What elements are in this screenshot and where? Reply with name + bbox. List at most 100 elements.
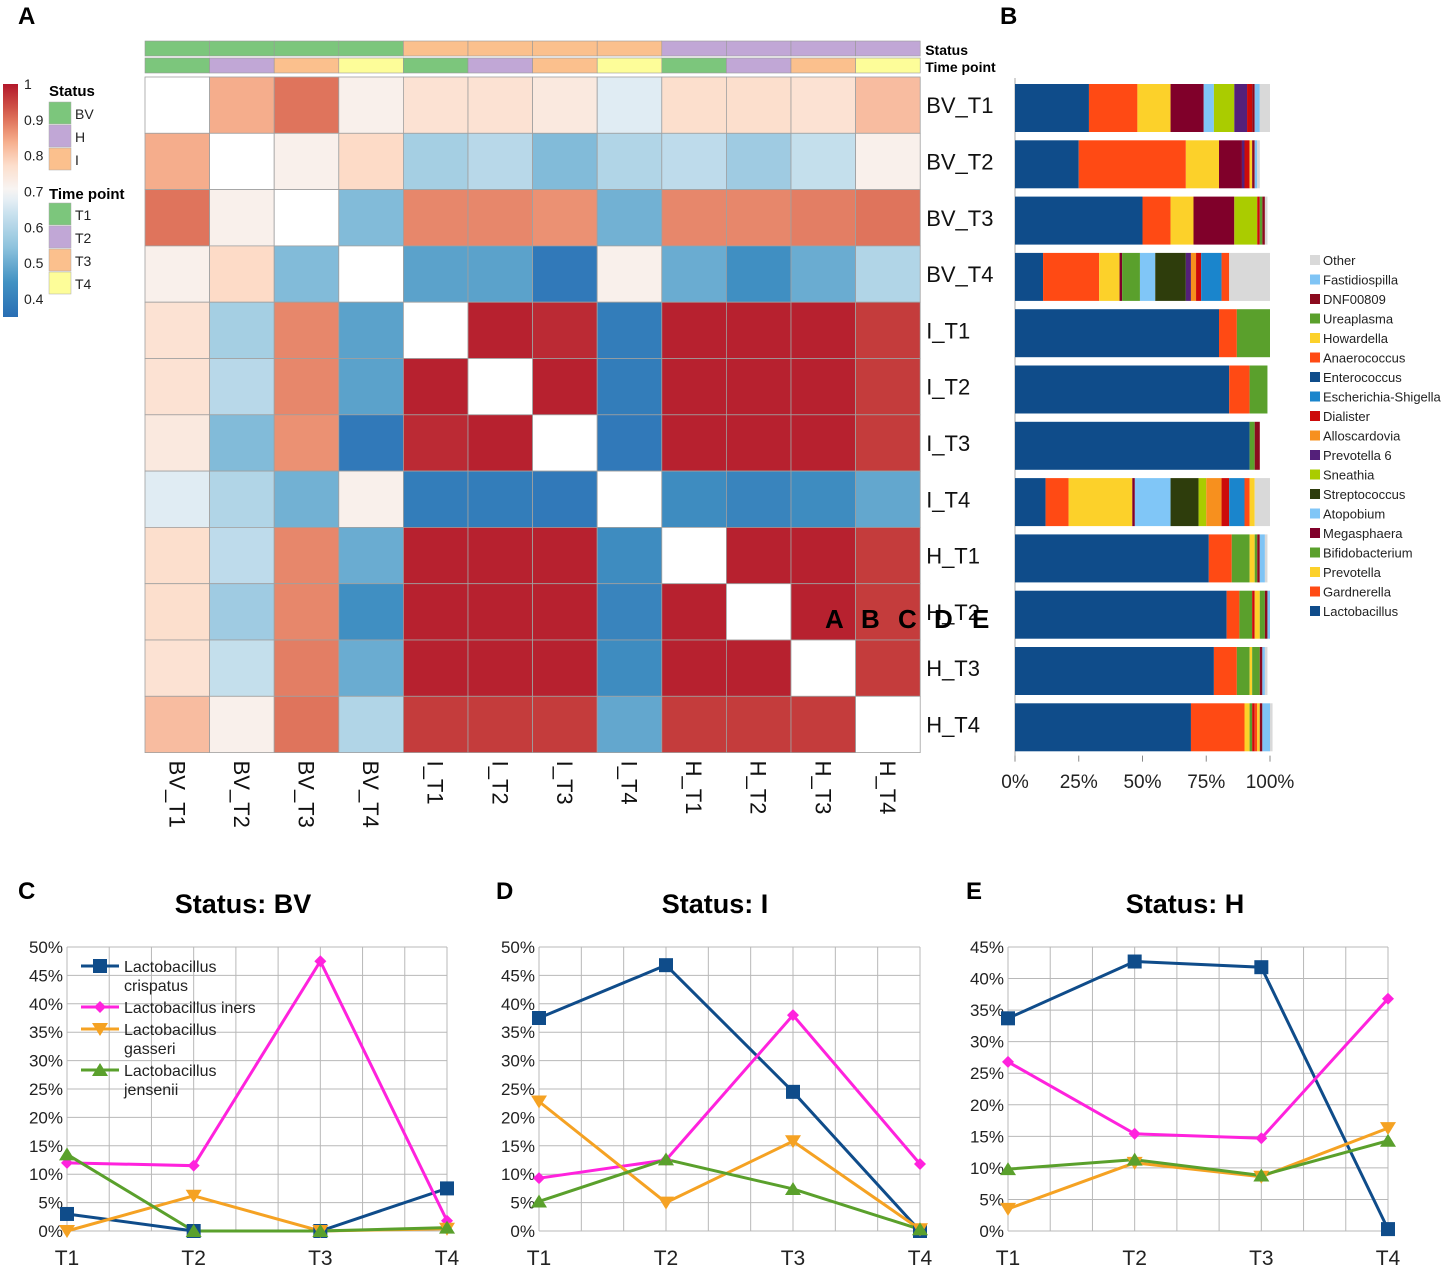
heatmap-cell (596, 695, 663, 753)
stacked-bar-segment (1259, 647, 1263, 695)
stacked-bar-segment (1249, 421, 1255, 470)
heatmap-cell (855, 414, 921, 472)
y-tick-label: 10% (970, 1159, 1004, 1178)
x-tick-label: 50% (1123, 772, 1161, 793)
timepoint-annotation-cell (532, 57, 598, 74)
heatmap-cell (338, 695, 404, 753)
stacked-bar-segment (1257, 703, 1260, 752)
heatmap-col-label: BV_T2 (229, 761, 254, 828)
stacked-bar-segment (1201, 252, 1222, 301)
series-line (66, 958, 449, 1222)
stacked-bar-segment (1119, 252, 1123, 301)
status-annotation-cell (467, 40, 533, 57)
data-point-triangle-down (1380, 1122, 1396, 1136)
legend-swatch (1310, 606, 1320, 616)
heatmap-cell (273, 358, 340, 416)
stacked-bar-segment (1043, 252, 1100, 301)
stacked-bar-segment (1015, 421, 1250, 470)
stray-letter-d: D (934, 604, 953, 634)
heatmap-cell (790, 358, 856, 416)
timepoint-annotation-cell (403, 57, 469, 74)
heatmap-cell (402, 527, 469, 585)
heatmap-cell (596, 76, 663, 134)
legend-swatch (1310, 547, 1320, 558)
heatmap-row-label: BV_T3 (926, 206, 993, 231)
data-point-square (1254, 960, 1269, 975)
heatmap-cell (855, 132, 921, 191)
stacked-bar-segment (1254, 534, 1258, 583)
data-point-diamond (187, 1159, 200, 1172)
heatmap-cell (144, 358, 210, 416)
legend-label: Lactobacillus (1323, 604, 1399, 619)
heatmap-cell (596, 470, 663, 528)
legend-swatch (1310, 255, 1320, 265)
heatmap-cell (726, 583, 792, 641)
stacked-bar-segment (1219, 140, 1242, 189)
timepoint-annotation-cell (338, 57, 404, 74)
legend-label: Howardella (1323, 331, 1389, 346)
legend-swatch (1310, 450, 1320, 460)
x-tick-label: 100% (1246, 772, 1295, 793)
legend-swatch (1310, 469, 1320, 480)
data-point-square (1001, 1011, 1015, 1026)
stacked-bar-segment (1221, 252, 1230, 301)
data-point-triangle-up (1126, 1152, 1143, 1166)
legend-label: Anaerococcus (1323, 351, 1406, 366)
timepoint-annotation-cell (726, 57, 792, 74)
legend-swatch (1310, 489, 1320, 499)
status-annotation-cell (144, 40, 210, 57)
stray-letter-e: E (972, 604, 989, 634)
heatmap-cell (855, 639, 921, 697)
heatmap-cell (790, 583, 856, 641)
heatmap-cell (467, 470, 533, 528)
data-point-square (659, 958, 673, 973)
y-tick-label: 40% (501, 995, 535, 1014)
legend-label: Other (1323, 253, 1356, 268)
heatmap-cell (273, 132, 340, 191)
colorbar-tick: 0.5 (24, 255, 44, 271)
heatmap-cell (661, 695, 727, 753)
heatmap-cell (338, 245, 404, 303)
data-point-diamond (94, 1001, 106, 1013)
heatmap-col-label: I_T4 (617, 761, 642, 805)
timepoint-annotation-cell (790, 57, 856, 74)
stacked-bar-segment (1099, 252, 1120, 301)
heatmap-cell (338, 76, 404, 134)
timepoint-annotation-cell (273, 57, 340, 74)
stacked-bar-segment (1134, 478, 1171, 527)
panel-letter-a: A (18, 3, 35, 30)
y-tick-label: 5% (38, 1194, 63, 1213)
stacked-bar-segment (1252, 703, 1255, 752)
heatmap-cell (144, 76, 210, 134)
y-tick-label: 15% (970, 1127, 1004, 1146)
stacked-bar-segment (1208, 534, 1232, 583)
data-point-diamond (1128, 1127, 1141, 1140)
heatmap-cell (532, 639, 598, 697)
heatmap-cell (790, 76, 856, 134)
data-point-triangle-down (785, 1135, 801, 1149)
legend-status-title: Status (49, 83, 95, 100)
x-tick-label: T3 (308, 1247, 333, 1266)
stacked-bar-segment (1015, 478, 1046, 527)
heatmap-cell (790, 189, 856, 247)
heatmap-row-label: I_T2 (926, 375, 970, 400)
heatmap-cell (467, 189, 533, 247)
heatmap-cell (338, 470, 404, 528)
timepoint-annotation-cell (661, 57, 727, 74)
stacked-bar-segment (1257, 534, 1260, 583)
heatmap-cell (402, 76, 469, 134)
stacked-bar-segment (1213, 84, 1235, 132)
y-tick-label: 0% (979, 1222, 1004, 1241)
heatmap-cell (144, 527, 210, 585)
legend-swatch (1310, 313, 1320, 324)
stacked-bar-segment (1254, 478, 1270, 527)
series-line (66, 1153, 448, 1233)
y-tick-label: 35% (501, 1023, 535, 1042)
status-annotation-cell (855, 40, 921, 57)
data-point-triangle-up (92, 1063, 108, 1076)
data-point-triangle-up (312, 1224, 329, 1237)
heatmap-cell (144, 695, 210, 753)
heatmap-cell (209, 358, 275, 416)
stacked-bar-segment (1185, 140, 1219, 189)
